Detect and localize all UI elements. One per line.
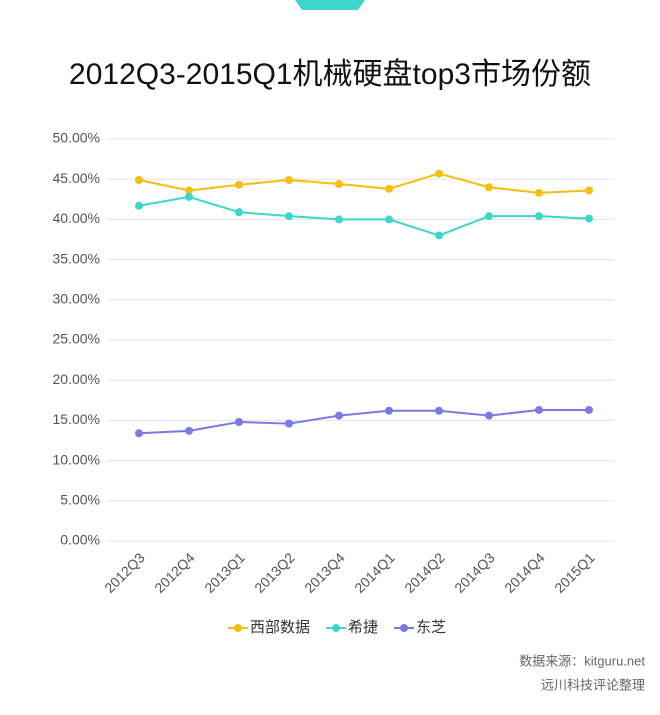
data-point [385,406,393,415]
y-tick-label: 30.00% [53,291,100,307]
y-tick-label: 35.00% [53,250,100,266]
data-point [135,429,143,438]
y-tick-label: 10.00% [53,451,100,467]
x-tick-label: 2014Q1 [351,549,398,596]
legend-label: 东芝 [416,619,446,636]
data-point [285,176,293,185]
data-point [385,184,393,193]
x-tick-label: 2012Q4 [151,549,198,596]
x-tick-label: 2015Q1 [551,549,598,596]
x-tick-label: 2014Q2 [401,549,448,596]
legend-label: 西部数据 [250,619,310,636]
x-tick-label: 2012Q3 [101,549,148,596]
y-tick-label: 25.00% [53,331,100,347]
x-tick-label: 2014Q4 [501,549,548,596]
y-tick-label: 5.00% [60,492,100,508]
data-point [385,215,393,224]
data-point [185,186,193,195]
series-line [138,408,589,435]
data-point [335,215,343,224]
y-tick-label: 45.00% [53,170,100,186]
data-point [135,176,143,185]
data-point [585,214,593,223]
data-point [435,169,443,178]
data-point [235,208,243,217]
data-point [235,180,243,189]
data-point [185,192,193,201]
data-point [485,183,493,192]
y-tick-label: 50.00% [53,130,100,146]
data-point [135,201,143,210]
data-point [435,231,443,240]
data-point [585,405,593,414]
data-point [585,186,593,195]
data-point [485,411,493,420]
y-tick-label: 0.00% [60,532,100,548]
data-point [535,188,543,197]
chart-title: 2012Q3-2015Q1机械硬盘top3市场份额 [69,58,591,91]
y-tick-label: 40.00% [53,210,100,226]
data-point [335,180,343,189]
data-point [535,212,543,221]
legend-label: 希捷 [348,619,378,636]
data-point [285,419,293,428]
data-point [235,418,243,427]
legend-dot [400,624,409,632]
top-decoration [295,0,365,10]
x-tick-label: 2013Q4 [301,549,348,596]
data-point [535,405,543,414]
data-point [485,212,493,221]
legend-dot [234,624,242,632]
legend-dot [332,624,341,632]
series-line [138,172,590,194]
data-point [335,411,343,420]
source-note: 数据来源：kitguru.net [519,653,645,668]
x-tick-label: 2014Q3 [451,549,498,596]
series-line [138,195,590,237]
credit-note: 远川科技评论整理 [541,677,645,692]
y-tick-label: 20.00% [53,371,100,387]
data-point [185,426,193,435]
data-point [435,406,443,415]
x-tick-label: 2013Q2 [251,549,298,596]
x-tick-label: 2013Q1 [201,549,248,596]
data-point [285,212,293,221]
y-tick-label: 15.00% [53,411,100,427]
